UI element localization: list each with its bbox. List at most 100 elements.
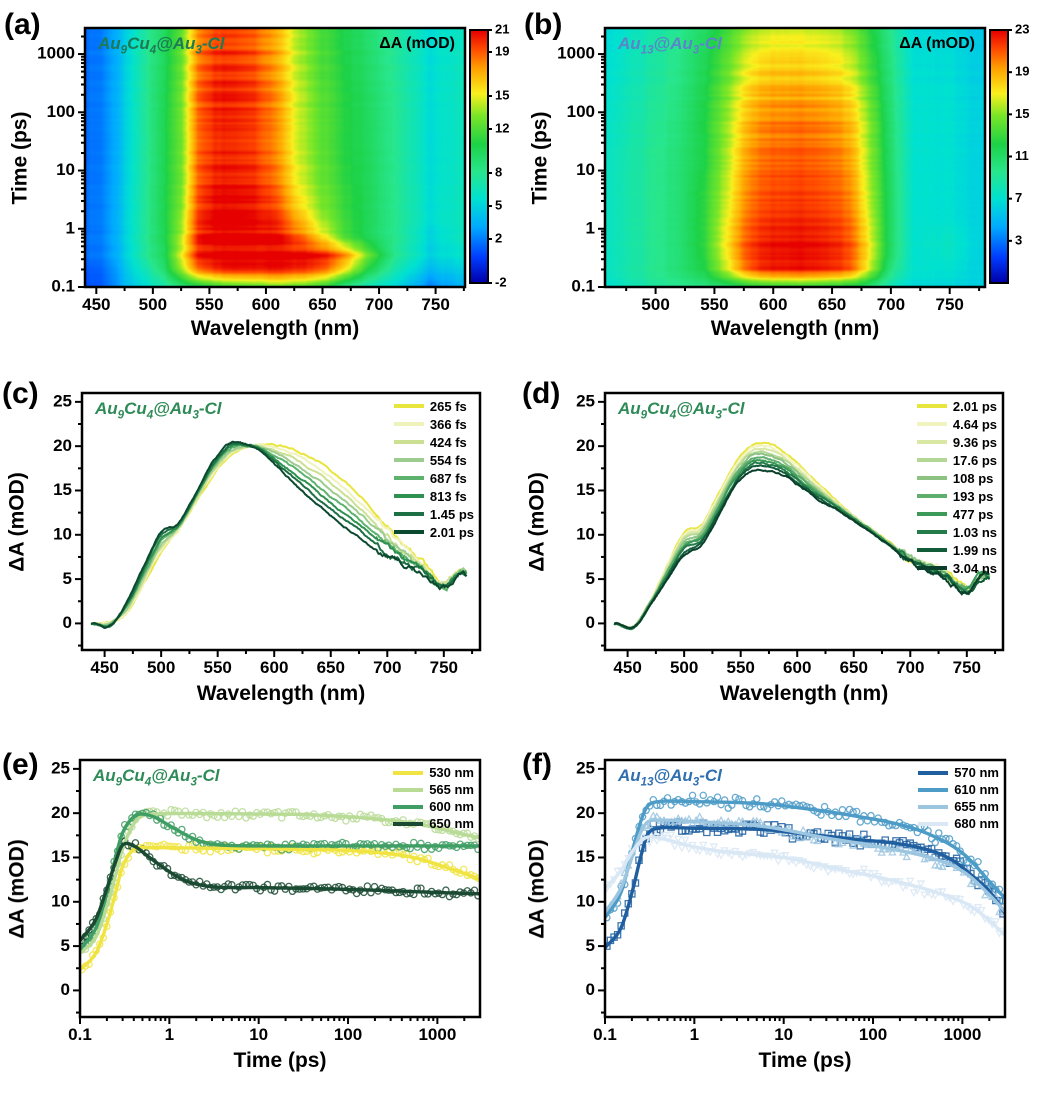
panel-e-letter: (e) bbox=[2, 748, 39, 781]
legend-label: 565 nm bbox=[429, 782, 474, 797]
panel-b-title: Au13@Au3-Cl bbox=[618, 35, 722, 57]
panel-d-title: Au9Cu4@Au3-Cl bbox=[618, 400, 745, 422]
panel-e: (e) Au9Cu4@Au3-Cl 530 nm 565 nm 600 nm 650 … bbox=[0, 710, 520, 1093]
legend-label: 554 fs bbox=[429, 452, 467, 468]
legend-label: 9.36 ps bbox=[952, 434, 997, 450]
legend-label: 3.04 ns bbox=[952, 560, 997, 576]
title-subscript: 4 bbox=[144, 776, 152, 789]
legend-line-swatch bbox=[393, 804, 424, 809]
legend-item: 570 nm bbox=[918, 764, 999, 781]
panel-f-y-axis-title: ΔA (mOD) bbox=[525, 838, 549, 939]
panel-a-x-axis-title: Wavelength (nm) bbox=[190, 317, 360, 340]
legend-line-swatch bbox=[916, 494, 947, 498]
panel-d-legend: 2.01 ps 4.64 ps 9.36 ps 17.6 ps 108 ps 193 ps… bbox=[916, 397, 997, 577]
legend-label: 650 nm bbox=[429, 816, 474, 831]
legend-label: 2.01 ps bbox=[952, 398, 997, 414]
legend-label: 530 nm bbox=[429, 765, 474, 780]
title-subscript: 9 bbox=[117, 409, 125, 422]
legend-item: 366 fs bbox=[393, 415, 474, 433]
legend-label: 610 nm bbox=[954, 782, 999, 797]
legend-label: 600 nm bbox=[429, 799, 474, 814]
title-subscript: 3 bbox=[692, 44, 700, 57]
panel-d-letter: (d) bbox=[522, 377, 561, 410]
legend-line-swatch bbox=[393, 530, 424, 534]
panel-c-letter: (c) bbox=[2, 377, 39, 410]
legend-line-swatch bbox=[918, 804, 949, 809]
legend-line-swatch bbox=[393, 512, 424, 516]
legend-line-swatch bbox=[393, 494, 424, 498]
spectra-d-canvas bbox=[520, 345, 1040, 710]
panel-d-x-axis-title: Wavelength (nm) bbox=[719, 682, 889, 705]
panel-a-colorbar-title: ΔA (mOD) bbox=[379, 35, 455, 52]
panel-a-title: Au9Cu4@Au3-Cl bbox=[98, 35, 225, 57]
title-text: Cu bbox=[122, 766, 145, 785]
spectra-c-canvas bbox=[0, 345, 520, 710]
panel-d: (d) Au9Cu4@Au3-Cl 2.01 ps 4.64 ps 9.36 ps 1… bbox=[520, 345, 1040, 710]
legend-item: 424 fs bbox=[393, 433, 474, 451]
title-subscript: 9 bbox=[115, 776, 123, 789]
legend-line-swatch bbox=[918, 821, 949, 826]
legend-label: 193 ps bbox=[952, 488, 994, 504]
panel-d-y-axis-title: ΔA (mOD) bbox=[525, 471, 549, 572]
legend-line-swatch bbox=[393, 458, 424, 462]
legend-item: 3.04 ns bbox=[916, 559, 997, 577]
legend-line-swatch bbox=[916, 404, 947, 408]
legend-item: 1.99 ns bbox=[916, 541, 997, 559]
kinetics-e-canvas bbox=[0, 710, 520, 1093]
title-subscript: 3 bbox=[190, 776, 197, 789]
legend-label: 655 nm bbox=[954, 799, 999, 814]
panel-c-title: Au9Cu4@Au3-Cl bbox=[95, 400, 222, 422]
legend-line-swatch bbox=[916, 566, 947, 570]
legend-label: 265 fs bbox=[429, 398, 467, 414]
legend-label: 4.64 ps bbox=[952, 416, 997, 432]
title-subscript: 9 bbox=[120, 44, 128, 57]
panel-f: (f) Au13@Au3-Cl 570 nm 610 nm 655 nm 680 nm… bbox=[520, 710, 1040, 1093]
legend-label: 1.99 ns bbox=[952, 542, 997, 558]
legend-item: 265 fs bbox=[393, 397, 474, 415]
panel-f-x-axis-title: Time (ps) bbox=[758, 1049, 852, 1072]
legend-item: 4.64 ps bbox=[916, 415, 997, 433]
title-subscript: 4 bbox=[149, 44, 157, 57]
title-text: -Cl bbox=[196, 766, 220, 785]
legend-line-swatch bbox=[916, 422, 947, 426]
panel-e-legend: 530 nm 565 nm 600 nm 650 nm bbox=[393, 764, 474, 832]
legend-label: 108 ps bbox=[952, 470, 994, 486]
panel-b-letter: (b) bbox=[524, 8, 563, 41]
panel-a: (a) Au9Cu4@Au3-Cl ΔA (mOD) Time (ps) Wav… bbox=[0, 0, 520, 345]
title-text: @Au bbox=[653, 766, 693, 785]
legend-item: 530 nm bbox=[393, 764, 474, 781]
title-text: Cu bbox=[127, 34, 150, 53]
panel-c-legend: 265 fs 366 fs 424 fs 554 fs 687 fs 813 fs 1.45… bbox=[393, 397, 474, 541]
panel-b-colorbar-title: ΔA (mOD) bbox=[899, 35, 975, 52]
legend-item: 650 nm bbox=[393, 815, 474, 832]
title-text: Cu bbox=[124, 399, 147, 418]
title-subscript: 4 bbox=[146, 409, 154, 422]
legend-line-swatch bbox=[393, 440, 424, 444]
legend-item: 193 ps bbox=[916, 487, 997, 505]
title-subscript: 3 bbox=[692, 776, 700, 789]
legend-line-swatch bbox=[916, 458, 947, 462]
title-subscript: 4 bbox=[669, 409, 677, 422]
legend-label: 17.6 ps bbox=[952, 452, 997, 468]
legend-item: 600 nm bbox=[393, 798, 474, 815]
title-subscript: 9 bbox=[640, 409, 648, 422]
title-text: @Au bbox=[676, 399, 716, 418]
legend-line-swatch bbox=[916, 476, 947, 480]
legend-item: 655 nm bbox=[918, 798, 999, 815]
panel-e-x-axis-title: Time (ps) bbox=[233, 1049, 327, 1072]
title-text: @Au bbox=[151, 766, 191, 785]
legend-label: 687 fs bbox=[429, 470, 467, 486]
legend-line-swatch bbox=[916, 440, 947, 444]
panel-b-y-axis-title: Time (ps) bbox=[528, 111, 552, 204]
title-subscript: 3 bbox=[192, 409, 199, 422]
legend-item: 2.01 ps bbox=[916, 397, 997, 415]
panel-f-title: Au13@Au3-Cl bbox=[618, 767, 722, 789]
panel-e-title: Au9Cu4@Au3-Cl bbox=[93, 767, 220, 789]
legend-label: 366 fs bbox=[429, 416, 467, 432]
panel-f-letter: (f) bbox=[522, 748, 552, 781]
legend-line-swatch bbox=[916, 548, 947, 552]
title-text: Au bbox=[95, 399, 118, 418]
title-text: @Au bbox=[153, 399, 193, 418]
title-subscript: 13 bbox=[640, 44, 654, 57]
legend-item: 565 nm bbox=[393, 781, 474, 798]
